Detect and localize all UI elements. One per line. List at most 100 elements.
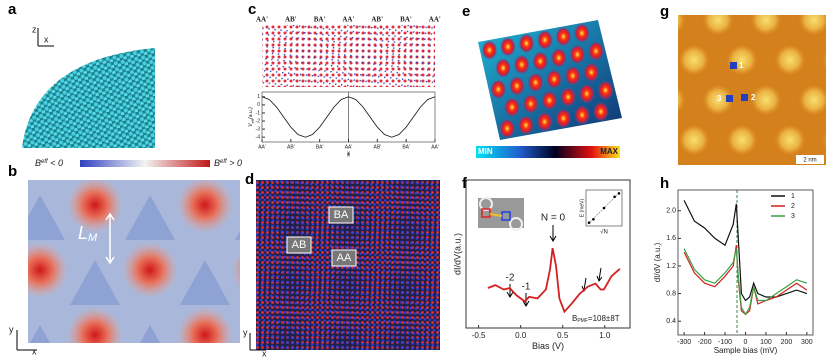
stm-bump bbox=[574, 104, 591, 125]
data-line bbox=[683, 248, 808, 316]
region-box bbox=[328, 206, 354, 224]
inset-point bbox=[617, 192, 621, 195]
axis-label: x bbox=[262, 348, 267, 358]
field-peak bbox=[232, 250, 240, 290]
stacking-label: AA' bbox=[429, 16, 441, 24]
panel-label: h bbox=[660, 175, 669, 192]
stm-blob bbox=[798, 84, 826, 116]
x-tick-label: AA' bbox=[345, 144, 353, 150]
legend-label: 1 bbox=[791, 193, 795, 200]
field-trough bbox=[125, 195, 175, 240]
axis-label: x bbox=[32, 346, 37, 356]
legend-label: 2 bbox=[791, 203, 795, 210]
x-tick-label: AA' bbox=[258, 144, 266, 150]
stm-bump bbox=[555, 26, 572, 47]
stm-blob bbox=[750, 84, 782, 116]
legend-label: 3 bbox=[791, 213, 795, 220]
stacking-label: AA' bbox=[256, 16, 268, 24]
region-label: AB bbox=[292, 239, 307, 251]
site-marker bbox=[730, 62, 737, 69]
x-tick-label: -0.5 bbox=[472, 331, 486, 340]
axis-arrow bbox=[16, 330, 37, 351]
field-trough bbox=[180, 260, 230, 305]
y-axis-label: dI/dV (a.u.) bbox=[653, 242, 662, 282]
inset-point bbox=[613, 195, 616, 199]
stm-blob bbox=[726, 44, 758, 76]
x-axis-label: x bbox=[347, 151, 350, 157]
colorbar bbox=[476, 146, 620, 158]
y-tick-label: 1.6 bbox=[666, 235, 676, 242]
panel-label: a bbox=[8, 1, 17, 18]
x-axis-label: x bbox=[347, 153, 350, 159]
axis-label: x bbox=[44, 34, 49, 44]
colorbar-label: Beff < 0 bbox=[35, 158, 63, 168]
field-peak bbox=[67, 180, 123, 233]
stm-bump bbox=[517, 115, 534, 136]
stm-blob bbox=[726, 124, 758, 156]
stm-bump bbox=[597, 80, 614, 101]
stm-bump bbox=[499, 118, 516, 139]
inset-marker bbox=[489, 213, 503, 217]
stm-bump bbox=[550, 47, 567, 68]
stm-bump bbox=[532, 51, 549, 72]
inset-point bbox=[587, 221, 591, 224]
x-tick-label: 300 bbox=[801, 339, 813, 346]
stm-blob bbox=[678, 86, 686, 114]
y-tick-label: 0 bbox=[257, 102, 260, 108]
stm-bump bbox=[560, 87, 577, 108]
annotation: -1 bbox=[522, 282, 531, 293]
inset-marker bbox=[481, 208, 491, 218]
x-tick-label: BA' bbox=[402, 144, 410, 150]
inset-x-label: √N bbox=[600, 229, 608, 236]
inset-image bbox=[509, 217, 523, 231]
colorbar-label: Beff > 0 bbox=[214, 158, 242, 168]
region-box bbox=[331, 249, 357, 267]
stm-bump bbox=[555, 108, 572, 129]
stm-blob bbox=[774, 124, 806, 156]
field-label: BPMF=108±8T bbox=[572, 314, 620, 324]
annotation-arrow bbox=[506, 225, 603, 307]
stm-blob bbox=[760, 164, 772, 165]
stm-bump bbox=[592, 101, 609, 122]
stacking-label: BA' bbox=[314, 16, 326, 24]
field-peak bbox=[67, 307, 123, 343]
stm-bump bbox=[499, 36, 516, 57]
field-trough bbox=[140, 325, 160, 343]
x-axis-label: Bias (V) bbox=[532, 341, 564, 351]
field-trough bbox=[28, 195, 65, 240]
region-label: BA bbox=[334, 209, 349, 221]
x-axis-label: Sample bias (mV) bbox=[714, 346, 778, 355]
stm-blob bbox=[654, 164, 686, 196]
stm-blob bbox=[822, 129, 826, 151]
stm-blob bbox=[702, 15, 734, 36]
colorbar-label: MAX bbox=[600, 147, 618, 156]
stm-bump bbox=[508, 75, 525, 96]
site-label: 1 bbox=[739, 61, 744, 70]
stm-blob bbox=[678, 44, 710, 76]
panel-label: e bbox=[462, 3, 470, 20]
data-line bbox=[683, 245, 808, 316]
inset-y-label: E (meV) bbox=[579, 199, 585, 218]
x-tick-label: 0.5 bbox=[557, 331, 569, 340]
stm-bump bbox=[518, 33, 535, 54]
field-peak bbox=[177, 180, 233, 233]
y-axis-label: dI/dV(a.u.) bbox=[452, 233, 462, 275]
data-line bbox=[487, 247, 621, 314]
x-tick-label: -200 bbox=[698, 339, 712, 346]
stm-blob bbox=[750, 15, 782, 36]
x-tick-label: AA' bbox=[431, 144, 439, 150]
stm-bump bbox=[587, 41, 604, 62]
y-tick-label: -4 bbox=[256, 134, 261, 140]
stm-bump bbox=[578, 83, 595, 104]
stm-bump bbox=[504, 97, 521, 118]
panel-label: f bbox=[462, 175, 468, 192]
x-tick-label: 100 bbox=[760, 339, 772, 346]
y-axis-label-part: (a.u.) bbox=[248, 107, 254, 119]
colorbar bbox=[80, 160, 210, 167]
stacking-label: AB' bbox=[285, 16, 297, 24]
stm-blob bbox=[798, 15, 826, 36]
y-axis-label-part: eff bbox=[250, 118, 255, 123]
